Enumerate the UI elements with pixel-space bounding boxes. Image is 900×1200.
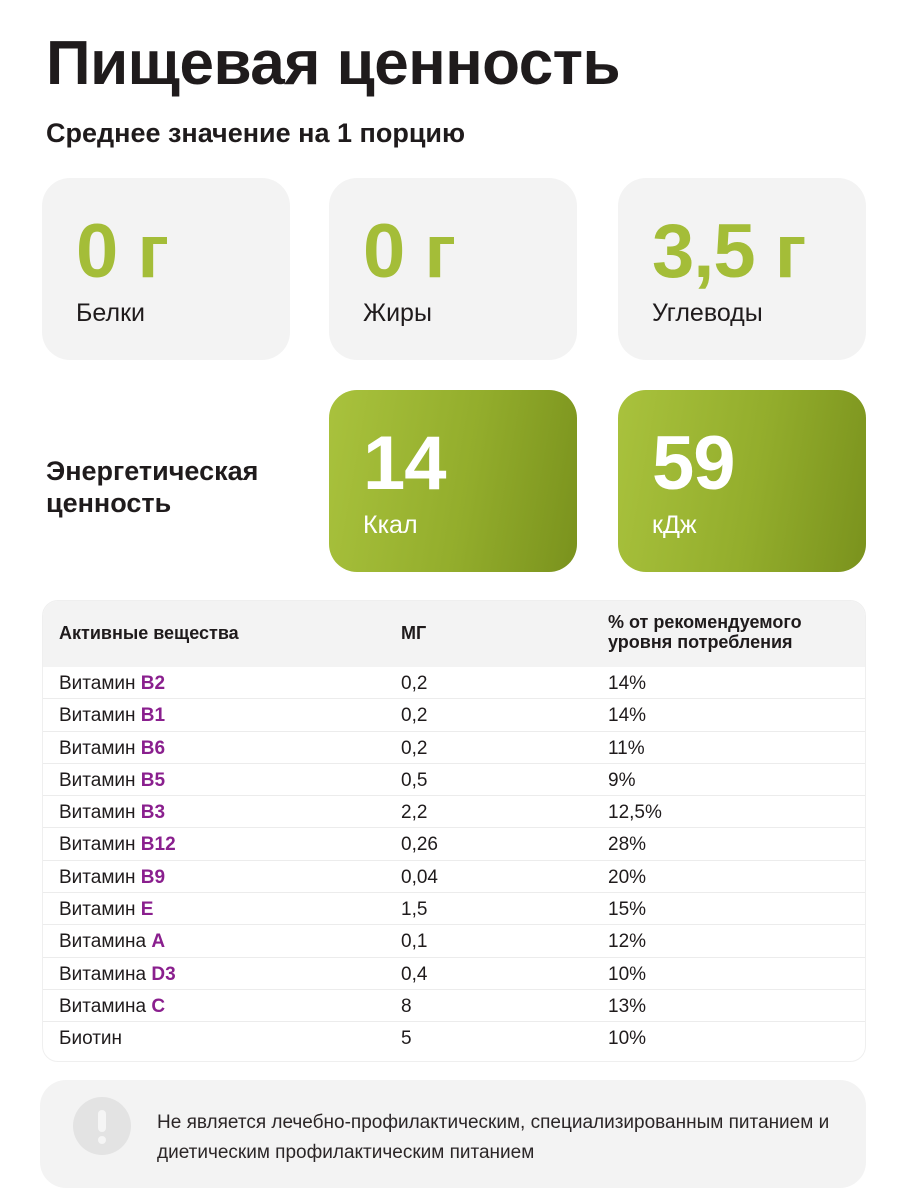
percent-value: 28% xyxy=(608,834,647,856)
substance-name: Витамин B3 xyxy=(59,802,165,824)
substance-name: Витамина D3 xyxy=(59,964,176,986)
table-body: Витамин B2 0,2 14% Витамин B1 0,2 14% Витамин … xyxy=(43,667,865,1055)
vitamin-code: B1 xyxy=(140,705,166,727)
percent-value: 13% xyxy=(608,995,647,1017)
page-title: Пищевая ценность xyxy=(46,29,621,98)
vitamin-code: B3 xyxy=(140,802,166,824)
substance-prefix: Витамин xyxy=(59,834,141,856)
table-row: Биотин 5 10% xyxy=(43,1022,865,1054)
vitamin-code: B6 xyxy=(140,737,166,759)
carbs-card: 3,5 г Углеводы xyxy=(618,178,866,360)
mg-value: 8 xyxy=(401,995,412,1017)
fat-card: 0 г Жиры xyxy=(329,178,577,360)
mg-value: 5 xyxy=(401,1028,412,1050)
substance-name: Витамин B9 xyxy=(59,867,165,889)
percent-value: 12% xyxy=(608,931,647,953)
substance-name: Витамин B1 xyxy=(59,705,165,727)
kj-card: 59 кДж xyxy=(618,390,866,572)
page-subtitle: Среднее значение на 1 порцию xyxy=(46,118,466,148)
percent-value: 11% xyxy=(608,737,645,759)
disclaimer-text: Не является лечебно-профилактическим, сп… xyxy=(157,1112,830,1163)
kcal-card: 14 Ккал xyxy=(329,390,577,572)
vitamin-code: D3 xyxy=(151,963,176,985)
disclaimer-notice: Не является лечебно-профилактическим, сп… xyxy=(40,1080,866,1188)
protein-value: 0 г xyxy=(76,209,169,294)
exclamation-icon xyxy=(73,1097,131,1155)
mg-value: 0,26 xyxy=(401,834,438,856)
substance-prefix: Витамин xyxy=(59,737,141,759)
vitamin-code: B2 xyxy=(140,673,166,694)
vitamin-code: A xyxy=(151,931,166,953)
mg-value: 0,2 xyxy=(401,705,428,727)
header-percent: % от рекомендуемого уровня потребления xyxy=(608,612,802,652)
mg-value: 0,1 xyxy=(401,931,428,953)
substance-prefix: Витамина xyxy=(59,931,152,953)
substance-prefix: Биотин xyxy=(59,1028,123,1050)
header-substances: Активные вещества xyxy=(59,623,239,643)
table-row: Витамина A 0,1 12% xyxy=(43,925,865,958)
table-row: Витамина C 8 13% xyxy=(43,990,865,1023)
kj-label: кДж xyxy=(652,511,697,539)
fat-value: 0 г xyxy=(363,209,456,294)
substance-name: Витамина A xyxy=(59,931,165,953)
mg-value: 2,2 xyxy=(401,802,428,824)
substance-name: Биотин xyxy=(59,1028,122,1050)
percent-value: 10% xyxy=(608,1028,647,1050)
substance-prefix: Витамин xyxy=(59,802,141,824)
percent-value: 9% xyxy=(608,769,636,791)
table-row: Витамин B1 0,2 14% xyxy=(43,699,865,732)
substance-name: Витамина C xyxy=(59,996,165,1018)
carbs-value: 3,5 г xyxy=(652,209,806,294)
kcal-value: 14 xyxy=(363,421,447,506)
substance-prefix: Витамина xyxy=(59,995,152,1017)
substance-prefix: Витамин xyxy=(59,769,141,791)
substance-prefix: Витамин xyxy=(59,866,141,888)
protein-card: 0 г Белки xyxy=(42,178,290,360)
substance-name: Витамин B5 xyxy=(59,770,165,792)
table-header: Активные вещества МГ % от рекомендуемого… xyxy=(43,601,865,667)
kj-value: 59 xyxy=(652,421,736,506)
mg-value: 0,2 xyxy=(401,737,428,759)
carbs-label: Углеводы xyxy=(652,299,763,327)
percent-value: 12,5% xyxy=(608,802,662,824)
mg-value: 0,4 xyxy=(401,963,428,985)
mg-value: 0,5 xyxy=(401,769,428,791)
header-mg: МГ xyxy=(401,623,427,643)
table-row: Витамин B5 0,5 9% xyxy=(43,764,865,797)
vitamin-code: E xyxy=(140,899,154,921)
percent-value: 15% xyxy=(608,899,647,921)
kcal-label: Ккал xyxy=(363,511,418,539)
mg-value: 0,04 xyxy=(401,866,438,888)
substance-prefix: Витамина xyxy=(59,963,152,985)
table-row: Витамина D3 0,4 10% xyxy=(43,958,865,990)
substance-name: Витамин E xyxy=(59,899,153,921)
table-row: Витамин B2 0,2 14% xyxy=(43,667,865,700)
vitamin-code: B5 xyxy=(140,769,166,791)
percent-value: 14% xyxy=(608,705,647,727)
percent-value: 14% xyxy=(608,673,647,694)
mg-value: 0,2 xyxy=(401,673,428,694)
fat-label: Жиры xyxy=(363,299,432,327)
percent-value: 10% xyxy=(608,963,647,985)
substance-prefix: Витамин xyxy=(59,673,141,694)
table-row: Витамин E 1,5 15% xyxy=(43,893,865,926)
energy-title: Энергетическая ценность xyxy=(46,456,259,519)
protein-label: Белки xyxy=(76,299,145,327)
substance-name: Витамин B2 xyxy=(59,673,165,695)
table-row: Витамин B6 0,2 11% xyxy=(43,732,865,764)
substance-name: Витамин B6 xyxy=(59,738,165,760)
substance-name: Витамин B12 xyxy=(59,834,176,856)
vitamin-code: B12 xyxy=(140,834,176,856)
nutrients-table: Активные вещества МГ % от рекомендуемого… xyxy=(42,600,866,1062)
substance-prefix: Витамин xyxy=(59,899,141,921)
vitamin-code: C xyxy=(151,995,166,1017)
table-row: Витамин B12 0,26 28% xyxy=(43,828,865,861)
table-row: Витамин B9 0,04 20% xyxy=(43,861,865,894)
mg-value: 1,5 xyxy=(401,899,428,921)
percent-value: 20% xyxy=(608,866,647,888)
substance-prefix: Витамин xyxy=(59,705,141,727)
table-row: Витамин B3 2,2 12,5% xyxy=(43,796,865,829)
vitamin-code: B9 xyxy=(140,866,166,888)
